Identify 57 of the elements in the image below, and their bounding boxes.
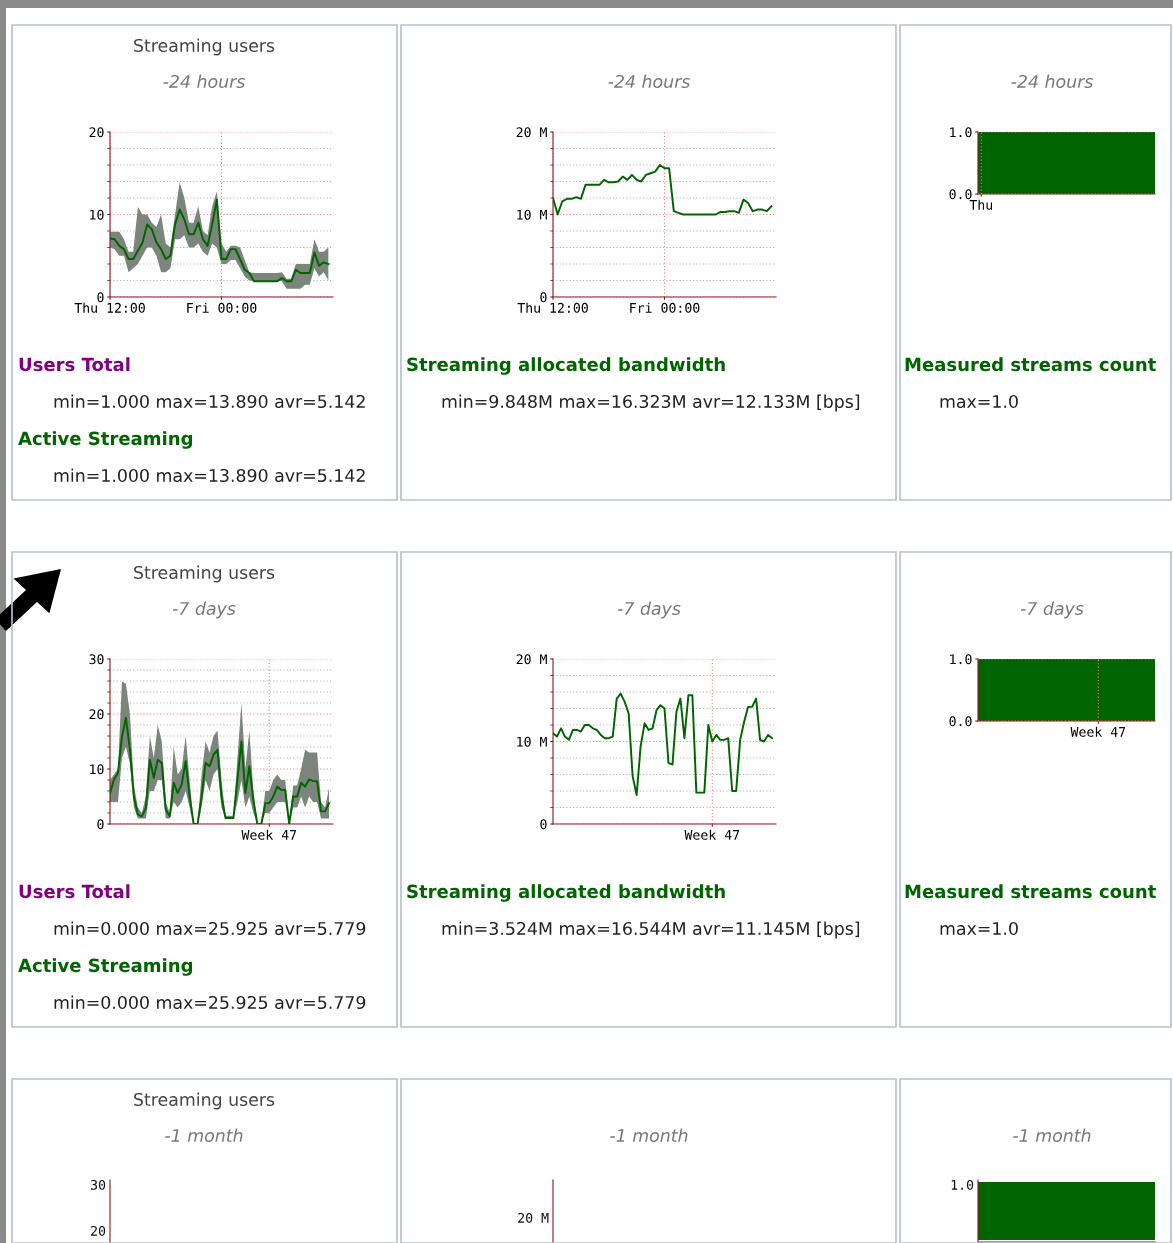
y-tick-label: 0 <box>97 819 104 830</box>
y-tick-label: 10 M <box>517 209 547 220</box>
text: Streaming allocated bandwidth <box>407 357 725 375</box>
text: max=1.0 <box>940 394 1018 409</box>
band-label: Measured streams count <box>905 884 1156 899</box>
y-tick-label: 20 <box>89 127 104 138</box>
chart-subtitle: -24 hours <box>163 74 245 89</box>
y-tick-label: 0 <box>540 292 547 303</box>
line-series <box>110 716 330 824</box>
y-tick-label: 10 M <box>517 736 547 747</box>
line-series <box>110 198 330 283</box>
chart-subtitle: -24 hours <box>608 74 690 89</box>
text: Active Streaming <box>18 958 193 976</box>
y-tick-label: 1.0 <box>950 654 972 665</box>
line-series <box>553 164 773 216</box>
x-tick-label: Thu 12:00 <box>74 302 145 313</box>
y-tick-label: 0 <box>97 292 104 303</box>
text: max=1.0 <box>940 921 1018 936</box>
text: min=0.000 max=25.925 avr=5.779 <box>54 995 366 1010</box>
y-tick-label: 20 M <box>516 127 547 138</box>
text: -1 month <box>610 1128 688 1143</box>
y-tick-label: 0 <box>540 819 547 830</box>
y-tick-label: 0.0 <box>949 716 972 727</box>
text: min=9.848M max=16.323M avr=12.133M [bps] <box>442 394 860 412</box>
y-tick-label: 1.0 <box>950 127 972 138</box>
y-tick-label: 10 <box>90 764 104 775</box>
text: Streaming users <box>134 1092 275 1110</box>
y-tick-label: 30 <box>89 654 104 665</box>
text: min=1.000 max=13.890 avr=5.142 <box>54 394 365 409</box>
chart-subtitle: -7 days <box>617 601 681 619</box>
x-tick-label: Thu <box>969 199 993 210</box>
text: Active Streaming <box>18 431 193 449</box>
y-tick-label: 20 <box>89 709 104 720</box>
x-tick-label: Fri 00:00 <box>630 302 700 313</box>
text: -1 month <box>165 1128 243 1143</box>
x-tick-label: Week 47 <box>684 829 740 840</box>
y-tick-label: 20 M <box>516 654 547 665</box>
text: min=3.524M max=16.544M avr=11.145M [bps] <box>442 921 860 939</box>
text: -1 month <box>1013 1128 1091 1143</box>
text: min=1.000 max=13.890 avr=5.142 <box>54 468 365 483</box>
legend-label: Users Total <box>19 357 130 372</box>
y-tick-label: 0.0 <box>949 189 972 200</box>
line-series <box>553 692 773 797</box>
chart-subtitle: -24 hours <box>1011 74 1093 89</box>
x-tick-label: Fri 00:00 <box>187 302 257 313</box>
text: min=0.000 max=25.925 avr=5.779 <box>54 921 366 936</box>
y-tick-label: 10 <box>90 209 104 220</box>
chart-subtitle: -7 days <box>1020 601 1084 619</box>
x-tick-label: Thu 12:00 <box>517 302 588 313</box>
x-tick-label: Week 47 <box>241 829 297 840</box>
band-label: Measured streams count <box>905 357 1156 372</box>
chart-title: Streaming users <box>134 38 275 56</box>
chart-title: Streaming users <box>134 565 275 583</box>
text: Streaming allocated bandwidth <box>407 884 725 902</box>
chart-subtitle: -7 days <box>172 601 236 619</box>
legend-label: Users Total <box>19 884 130 899</box>
x-tick-label: Week 47 <box>1070 726 1126 737</box>
